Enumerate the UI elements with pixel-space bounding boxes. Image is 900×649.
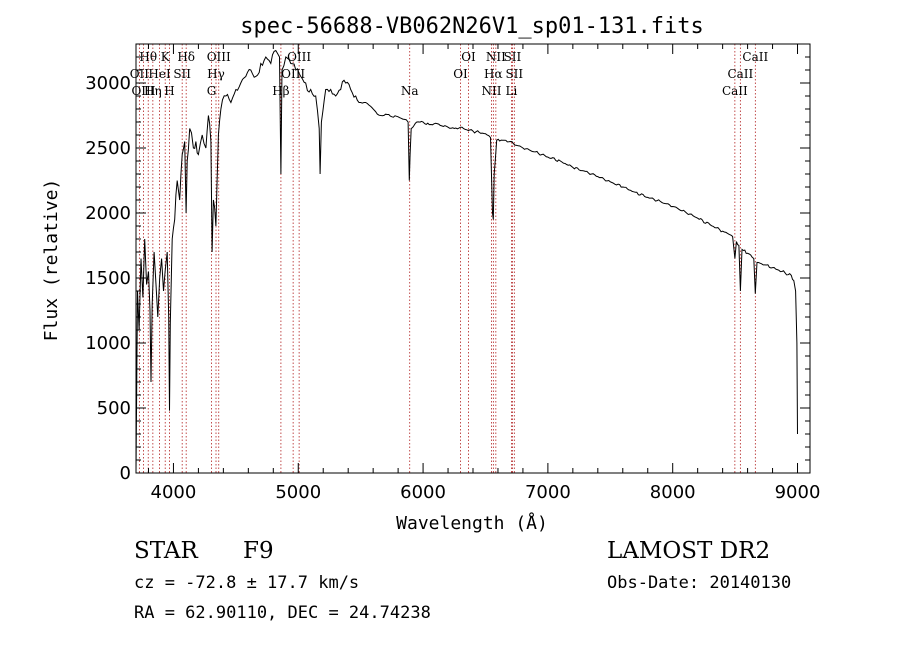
- spectral-line-label: K: [161, 50, 171, 64]
- spectral-line-label: OI: [461, 50, 476, 64]
- spectral-line-label: OIII: [207, 50, 231, 64]
- spectral-line-label: OIII: [131, 84, 155, 98]
- spectral-line-label: OIII: [287, 50, 311, 64]
- x-tick-label: 9000: [775, 482, 821, 503]
- spectral-line-label: OII: [130, 67, 150, 81]
- y-axis: 0 500 1000 1500 2000 2500 3000: [85, 43, 810, 484]
- x-axis-label: Wavelength (Å): [396, 512, 548, 534]
- spectral-line-label: Hη: [144, 84, 162, 98]
- x-tick-label: 6000: [400, 482, 446, 503]
- redshift-text: cz = -72.8 ± 17.7 km/s: [134, 573, 360, 593]
- spectral-line-label: SII: [504, 50, 522, 64]
- spectral-line-label: Hδ: [177, 50, 195, 64]
- x-axis: 4000 5000 6000 7000 8000 9000: [147, 44, 821, 503]
- coordinates: RA = 62.90110, DEC = 24.74238: [134, 603, 431, 623]
- spectral-line-label: SII: [173, 67, 191, 81]
- spectral-line-label: OI: [453, 67, 468, 81]
- spectral-line-label: CaII: [742, 50, 768, 64]
- line-marker-group: [138, 44, 756, 473]
- y-tick-label: 0: [120, 463, 131, 484]
- spectral-line-label: CaII: [727, 67, 753, 81]
- x-tick-label: 5000: [275, 482, 321, 503]
- spectral-line-label: Hθ: [139, 50, 157, 64]
- spectral-line-label: SII: [505, 67, 523, 81]
- chart-title: spec-56688-VB062N26V1_sp01-131.fits: [240, 14, 704, 39]
- y-tick-label: 3000: [85, 73, 131, 94]
- spectral-line-label: Hβ: [272, 84, 289, 98]
- object-class: STAR: [134, 538, 198, 564]
- y-tick-label: 500: [97, 398, 131, 419]
- spectral-line-label: HeI: [148, 67, 171, 81]
- spectral-line-label: Hα: [484, 67, 503, 81]
- spectral-line-label: OIII: [281, 67, 305, 81]
- y-tick-label: 1000: [85, 333, 131, 354]
- spectral-line-label: G: [207, 84, 217, 98]
- subclass: F9: [243, 538, 274, 564]
- spectral-line-label: Na: [401, 84, 419, 98]
- y-tick-label: 2000: [85, 203, 131, 224]
- spectral-line-label: Li: [506, 84, 518, 98]
- y-tick-label: 2500: [85, 138, 131, 159]
- plot-frame: [135, 43, 811, 474]
- x-tick-label: 7000: [525, 482, 571, 503]
- spectral-line-label: Hγ: [207, 67, 225, 81]
- x-tick-label: 8000: [650, 482, 696, 503]
- spectral-line-label: H: [164, 84, 174, 98]
- y-axis-label: Flux (relative): [41, 179, 62, 342]
- x-tick-label: 4000: [151, 482, 197, 503]
- spectral-line-label: NII: [486, 50, 506, 64]
- y-tick-label: 1500: [85, 268, 131, 289]
- spectrum-series-line: [135, 49, 798, 474]
- survey-name: LAMOST DR2: [607, 538, 771, 564]
- spectral-line-label: NII: [481, 84, 501, 98]
- spectral-line-label: CaII: [722, 84, 748, 98]
- obs-date: Obs-Date: 20140130: [607, 573, 792, 593]
